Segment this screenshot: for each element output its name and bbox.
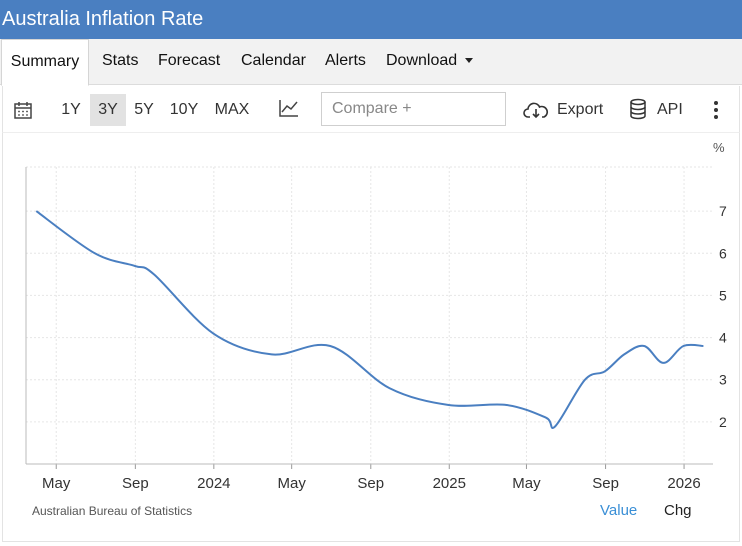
tab-download-label: Download [386, 52, 458, 69]
tab-alerts[interactable]: Alerts [325, 52, 366, 69]
page-title: Australia Inflation Rate [2, 8, 204, 30]
y-tick-label: 4 [719, 330, 727, 346]
legend-chg-toggle[interactable]: Chg [664, 502, 692, 519]
y-tick-label: 7 [719, 203, 727, 219]
tab-download[interactable]: Download [386, 39, 474, 85]
x-tick-label: Sep [122, 475, 149, 492]
more-vertical-icon[interactable] [712, 100, 720, 120]
x-tick-label: May [42, 475, 71, 492]
tab-calendar[interactable]: Calendar [241, 52, 306, 69]
y-tick-label: 2 [719, 414, 727, 430]
range-max[interactable]: MAX [214, 101, 250, 118]
y-tick-label: 6 [719, 245, 727, 261]
cloud-download-icon[interactable] [523, 100, 549, 120]
x-tick-label: May [512, 475, 541, 492]
x-tick-label: Sep [357, 475, 384, 492]
range-3y[interactable]: 3Y [90, 94, 126, 126]
x-tick-label: 2025 [433, 475, 466, 492]
tab-summary[interactable]: Summary [1, 39, 89, 86]
unit-label: % [713, 140, 725, 155]
tab-forecast[interactable]: Forecast [158, 52, 221, 69]
line-chart-icon[interactable] [278, 98, 300, 118]
calendar-icon[interactable] [13, 100, 33, 120]
caret-down-icon [465, 58, 474, 64]
compare-input[interactable]: Compare + [321, 92, 506, 126]
series-line [35, 210, 704, 429]
range-1y[interactable]: 1Y [61, 101, 81, 118]
legend-value-toggle[interactable]: Value [600, 502, 638, 519]
range-10y[interactable]: 10Y [169, 101, 199, 118]
database-icon[interactable] [629, 98, 647, 120]
source-label: Australian Bureau of Statistics [32, 504, 193, 518]
y-tick-label: 5 [719, 287, 727, 303]
tab-stats[interactable]: Stats [102, 52, 139, 69]
inflation-chart: 2 3 4 5 6 7% May Sep 2024 May Sep 2025 May Sep 2026 [25, 140, 727, 492]
range-5y[interactable]: 5Y [134, 101, 154, 118]
title-bar: Australia Inflation Rate [0, 0, 742, 39]
toolbar: 1Y 3Y 5Y 10Y MAX Compare + Export API [2, 86, 740, 132]
export-button[interactable]: Export [557, 101, 604, 118]
chart-frame: 2 3 4 5 6 7% May Sep 2024 May Sep 2025 May Sep 2026 [2, 132, 740, 542]
api-button[interactable]: API [657, 101, 683, 118]
x-tick-label: 2024 [197, 475, 230, 492]
y-tick-label: 3 [719, 372, 727, 388]
x-tick-label: May [277, 475, 306, 492]
x-tick-label: 2026 [667, 475, 700, 492]
x-tick-label: Sep [592, 475, 619, 492]
tab-bar: Summary Stats Forecast Calendar Alerts D… [0, 39, 742, 86]
